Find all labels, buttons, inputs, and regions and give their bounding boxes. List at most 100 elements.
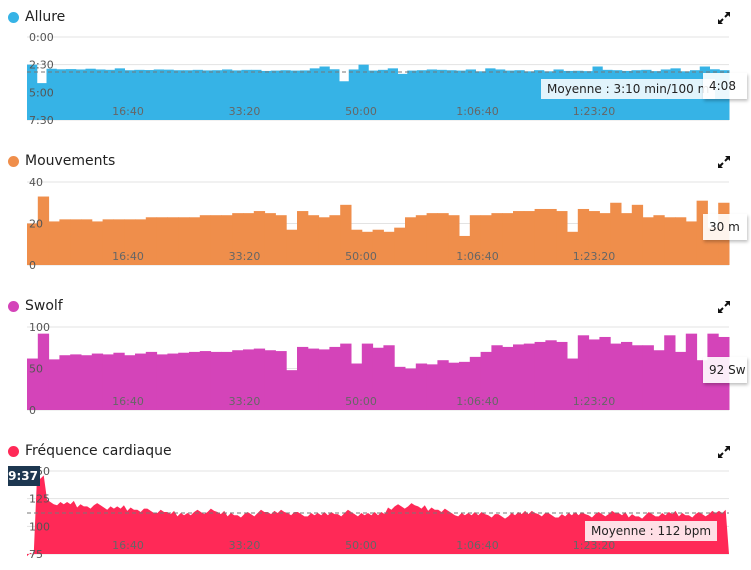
bar [70, 219, 82, 265]
x-tick-label: 33:20 [229, 250, 261, 263]
bar [297, 211, 309, 265]
bar [588, 339, 600, 410]
bar [221, 351, 233, 410]
bar [524, 71, 535, 120]
bar [448, 215, 460, 265]
bar [567, 231, 579, 265]
bar [405, 217, 417, 265]
bar [485, 68, 496, 120]
bar [46, 68, 57, 120]
bar [405, 368, 417, 410]
chart-title-text: Mouvements [25, 153, 116, 169]
chart-title-text: Allure [25, 9, 66, 25]
bar [145, 217, 158, 265]
bar [685, 333, 698, 410]
bar [675, 351, 687, 410]
chart-title: Allure [8, 9, 65, 25]
bar [448, 362, 460, 410]
chart-plot[interactable]: 40 20 0 16:40 33:20 50:00 1:06:40 1:23:20 [0, 176, 751, 275]
y-tick-label: 100 [29, 520, 50, 533]
bar [351, 229, 363, 265]
bar [459, 361, 471, 410]
bar [495, 69, 506, 120]
bar [348, 69, 359, 120]
bar [329, 346, 341, 410]
x-tick-label: 33:20 [229, 395, 261, 408]
bar [358, 64, 369, 120]
bar [383, 345, 395, 410]
x-tick-label: 33:20 [229, 105, 261, 118]
chart-title: Swolf [8, 298, 63, 314]
bar [372, 229, 384, 265]
bar [351, 363, 363, 410]
bar [231, 70, 242, 120]
bar [361, 343, 374, 410]
y-tick-label: 2:30 [29, 59, 54, 72]
bar [135, 219, 147, 265]
expand-icon[interactable] [716, 10, 732, 26]
bar [59, 355, 71, 410]
bar [297, 346, 309, 410]
y-tick-label: 7:30 [29, 114, 54, 127]
bar [426, 364, 438, 410]
bar [307, 348, 320, 410]
bar [523, 343, 536, 410]
x-tick-label: 16:40 [112, 395, 144, 408]
bar [407, 70, 418, 120]
bar [221, 215, 233, 265]
bar [264, 213, 276, 265]
x-tick-label: 1:06:40 [456, 250, 498, 263]
bar [178, 217, 190, 265]
bar [475, 71, 486, 120]
bar [642, 345, 654, 410]
y-tick-label: 0:00 [29, 31, 54, 44]
bar [631, 204, 644, 265]
bar [534, 208, 546, 265]
bar [502, 346, 514, 410]
bar [27, 358, 39, 410]
bar [545, 340, 557, 410]
bar [664, 217, 676, 265]
bar [134, 69, 145, 120]
bar [114, 68, 125, 120]
y-tick-label: 0 [29, 259, 36, 272]
bar [199, 215, 212, 265]
bar [102, 219, 114, 265]
y-tick-label: 5:00 [29, 86, 54, 99]
bar [504, 70, 515, 120]
bar [124, 355, 136, 410]
bar [37, 196, 50, 265]
bar [102, 354, 114, 410]
x-tick-label: 16:40 [112, 539, 144, 552]
bar [653, 215, 665, 265]
expand-icon[interactable] [716, 154, 732, 170]
bar [417, 70, 428, 120]
average-label: Moyenne : 3:10 min/100 m [541, 79, 716, 99]
bar [286, 229, 298, 265]
x-tick-label: 50:00 [345, 395, 377, 408]
chart-plot[interactable]: 100 50 0 16:40 33:20 50:00 1:06:40 1:23:20 [0, 321, 751, 420]
bar [329, 69, 340, 120]
bar [588, 211, 600, 265]
bar [556, 341, 568, 410]
bar [556, 211, 568, 265]
hover-tooltip: 30 m [703, 214, 747, 240]
y-tick-label: 50 [29, 363, 43, 376]
y-tick-label: 40 [29, 176, 43, 189]
bar [415, 363, 428, 410]
bar [513, 211, 525, 265]
bar [469, 356, 482, 410]
expand-icon[interactable] [716, 299, 732, 315]
bar [318, 217, 330, 265]
bar [502, 213, 514, 265]
bar [167, 353, 179, 410]
chart-title-text: Swolf [25, 298, 63, 314]
expand-icon[interactable] [716, 444, 732, 460]
bar [70, 354, 82, 410]
bar [329, 215, 341, 265]
bar [173, 70, 184, 120]
x-tick-label: 1:23:20 [573, 105, 615, 118]
bar [178, 352, 190, 410]
bar [113, 352, 125, 410]
